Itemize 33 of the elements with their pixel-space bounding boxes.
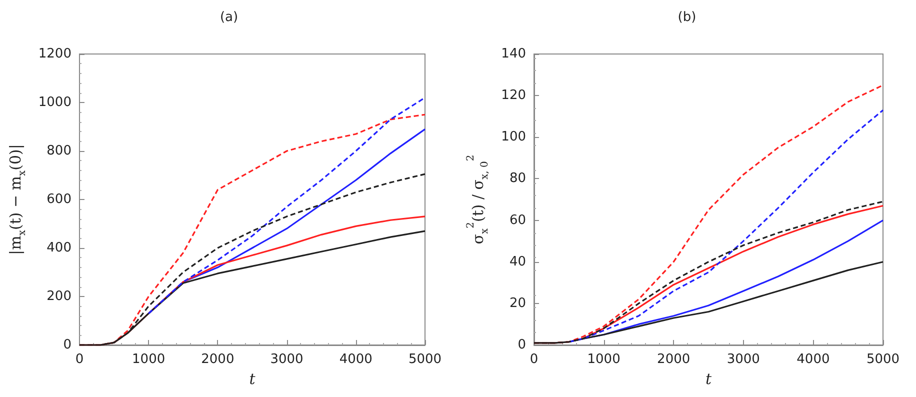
y-tick-label: 1200	[38, 46, 72, 62]
x-tick-label: 1000	[132, 352, 166, 367]
x-tick-label: 0	[530, 352, 538, 367]
x-tick-label: 0	[75, 352, 84, 367]
x-tick-label: 5000	[866, 352, 900, 367]
y-tick-label: 80	[509, 171, 526, 186]
y-axis-title: σx2(t) / σx, 02	[466, 154, 490, 244]
y-tick-label: 100	[501, 130, 526, 145]
x-tick-label: 2000	[201, 352, 234, 367]
y-tick-label: 400	[46, 240, 72, 256]
chart-title: (a)	[220, 10, 238, 25]
x-tick-label: 5000	[408, 352, 442, 367]
x-tick-label: 1000	[587, 352, 620, 367]
y-axis-title: |mx(t) − mx(0)|	[6, 144, 28, 255]
y-tick-label: 120	[501, 88, 526, 104]
y-tick-label: 600	[46, 192, 72, 207]
y-tick-label: 200	[46, 289, 72, 304]
y-tick-label: 0	[63, 338, 72, 352]
y-tick-label: 140	[501, 46, 526, 62]
y-tick-label: 60	[509, 212, 526, 228]
y-tick-label: 1000	[38, 95, 72, 110]
x-axis-title: t	[249, 370, 256, 388]
x-axis-title: t	[705, 370, 712, 388]
y-tick-label: 0	[518, 338, 526, 352]
x-tick-label: 3000	[726, 352, 760, 367]
y-tick-label: 800	[46, 144, 72, 158]
y-tick-label: 40	[509, 254, 526, 270]
x-tick-label: 4000	[339, 352, 372, 367]
chart-title: (b)	[678, 10, 696, 25]
x-tick-label: 4000	[796, 352, 830, 367]
x-tick-label: 2000	[657, 352, 690, 367]
x-tick-label: 3000	[270, 352, 304, 367]
y-tick-label: 20	[509, 296, 526, 311]
